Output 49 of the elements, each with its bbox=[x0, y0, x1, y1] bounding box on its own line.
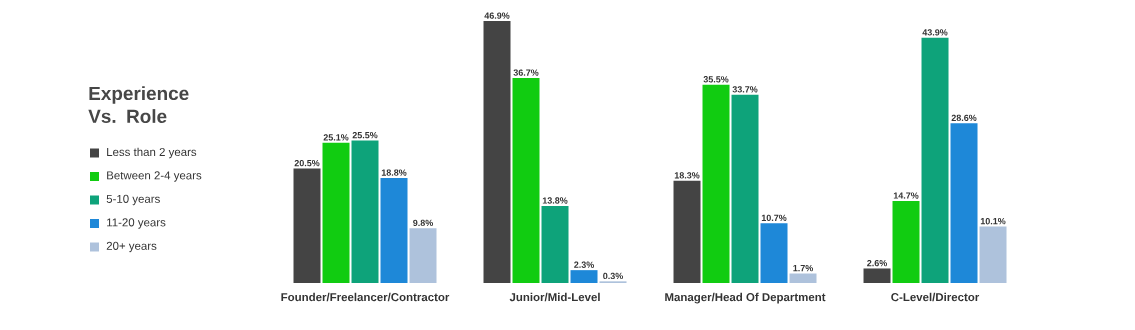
x-tick-label: Junior/Mid-Level bbox=[509, 292, 600, 302]
data-label: 10.1% bbox=[980, 218, 1006, 225]
data-label: 13.8% bbox=[542, 197, 568, 204]
bar bbox=[950, 123, 978, 283]
bar bbox=[380, 177, 408, 283]
legend-label: 5-10 years bbox=[106, 194, 160, 206]
data-label: 25.5% bbox=[352, 131, 378, 139]
x-tick-label: C-Level/Director bbox=[891, 292, 980, 302]
bar bbox=[293, 168, 321, 283]
bar bbox=[979, 226, 1007, 283]
text: Experience Vs. Role bbox=[88, 86, 189, 124]
data-label: 0.3% bbox=[603, 272, 623, 280]
bar bbox=[409, 228, 437, 283]
data-label: 25.1% bbox=[323, 134, 349, 141]
data-label: 9.8% bbox=[413, 219, 433, 227]
legend-label: 20+ years bbox=[106, 241, 157, 253]
legend-label: Between 2-4 years bbox=[107, 171, 202, 182]
data-label: 18.3% bbox=[674, 172, 700, 179]
data-label: 35.5% bbox=[703, 76, 729, 83]
data-label: 33.7% bbox=[732, 86, 758, 93]
bar bbox=[789, 273, 817, 283]
data-label: 28.6% bbox=[951, 114, 977, 122]
bar bbox=[760, 223, 788, 283]
x-tick-label: Founder/Freelancer/Contractor bbox=[281, 292, 450, 302]
legend-label: Less than 2 years bbox=[107, 147, 197, 159]
data-label: 43.9% bbox=[922, 29, 948, 36]
bar bbox=[541, 205, 569, 283]
data-label: 36.7% bbox=[513, 69, 539, 76]
data-label: 10.7% bbox=[761, 214, 787, 222]
bar bbox=[892, 200, 920, 283]
bar bbox=[351, 140, 379, 283]
data-label: 18.8% bbox=[381, 169, 407, 176]
data-label: 46.9% bbox=[484, 12, 510, 19]
legend-label: 11-20 years bbox=[107, 218, 166, 229]
bar bbox=[863, 268, 891, 283]
data-label: 20.5% bbox=[294, 159, 320, 167]
data-label: 2.3% bbox=[574, 261, 594, 268]
bar bbox=[673, 180, 701, 283]
bar bbox=[702, 84, 730, 283]
bar bbox=[512, 77, 540, 283]
data-label: 2.6% bbox=[867, 259, 887, 267]
data-label: 1.7% bbox=[793, 265, 813, 272]
bar bbox=[570, 270, 598, 283]
bar bbox=[921, 37, 949, 283]
data-label: 14.7% bbox=[893, 192, 919, 199]
bar bbox=[731, 94, 759, 283]
x-tick-label: Manager/Head Of Department bbox=[665, 292, 826, 304]
bar bbox=[483, 21, 511, 283]
bar bbox=[322, 142, 350, 283]
